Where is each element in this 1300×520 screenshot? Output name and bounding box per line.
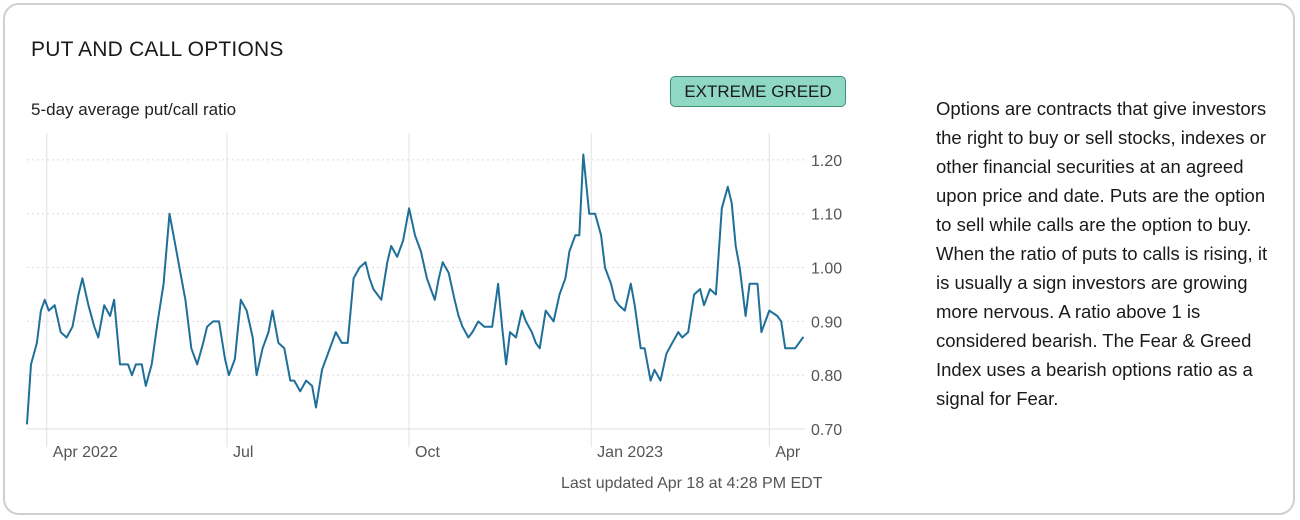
last-updated-text: Last updated Apr 18 at 4:28 PM EDT xyxy=(561,475,823,492)
options-description: Options are contracts that give investor… xyxy=(936,98,1268,409)
y-tick-label: 1.00 xyxy=(811,261,842,278)
y-tick-label: 0.80 xyxy=(811,368,842,385)
y-tick-label: 1.20 xyxy=(811,153,842,170)
y-tick-label: 1.10 xyxy=(811,207,842,224)
x-tick-label: Oct xyxy=(415,444,440,461)
y-tick-label: 0.90 xyxy=(811,314,842,331)
y-tick-label: 0.70 xyxy=(811,422,842,439)
x-tick-label: Apr xyxy=(775,444,801,461)
sentiment-badge: EXTREME GREED xyxy=(670,76,846,107)
options-card: PUT AND CALL OPTIONS 5-day average put/c… xyxy=(3,3,1295,515)
x-tick-label: Jul xyxy=(233,444,253,461)
put-call-ratio-chart: 1.20 1.10 1.00 0.90 0.80 0.70 Apr 2022 Jul Oct Ja… xyxy=(26,133,842,461)
card-title: PUT AND CALL OPTIONS xyxy=(31,38,284,61)
x-tick-label: Apr 2022 xyxy=(53,444,118,461)
x-tick-label: Jan 2023 xyxy=(597,444,663,461)
put-call-ratio-line xyxy=(26,153,804,425)
chart-subtitle: 5-day average put/call ratio xyxy=(31,100,237,119)
